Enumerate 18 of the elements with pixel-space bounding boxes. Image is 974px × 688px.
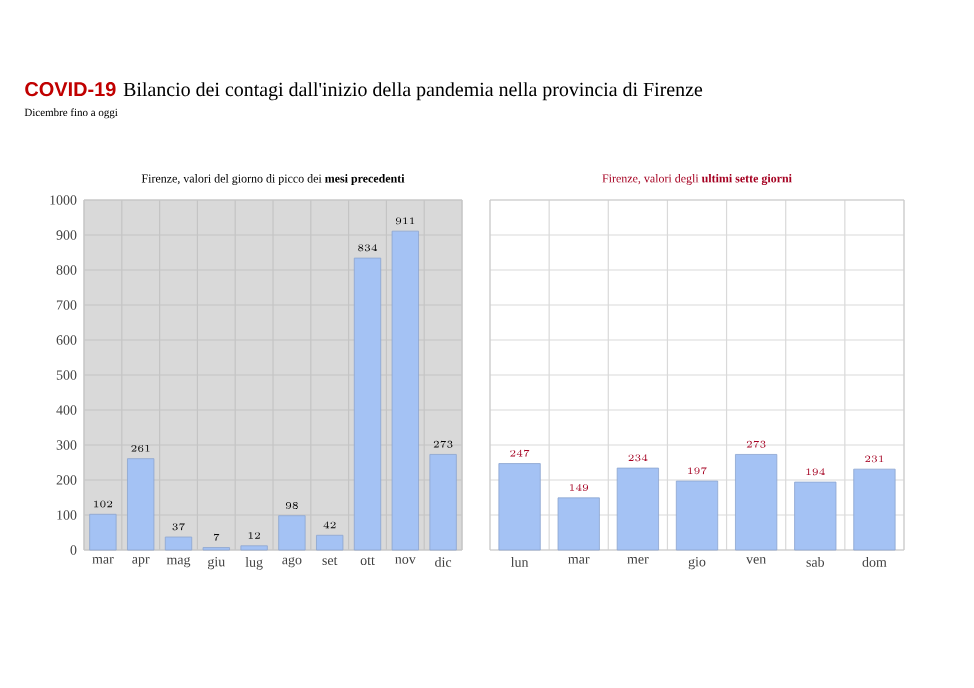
bar xyxy=(353,257,382,551)
bar xyxy=(391,230,419,551)
bar xyxy=(316,534,344,551)
bar xyxy=(127,458,155,551)
text: Bilancio dei contagi dall'inizio della pandemia nella provincia di Firenze xyxy=(123,82,703,101)
bar xyxy=(240,545,268,551)
bar xyxy=(794,481,837,551)
bar xyxy=(164,536,193,551)
bar xyxy=(89,513,117,551)
bar xyxy=(853,468,896,551)
bar xyxy=(429,454,457,551)
bar xyxy=(278,515,306,551)
text: COVID-19 xyxy=(25,82,116,97)
bar xyxy=(557,497,600,551)
bar xyxy=(675,480,719,551)
bar xyxy=(498,463,541,551)
bar xyxy=(735,454,778,551)
bar xyxy=(616,467,659,551)
